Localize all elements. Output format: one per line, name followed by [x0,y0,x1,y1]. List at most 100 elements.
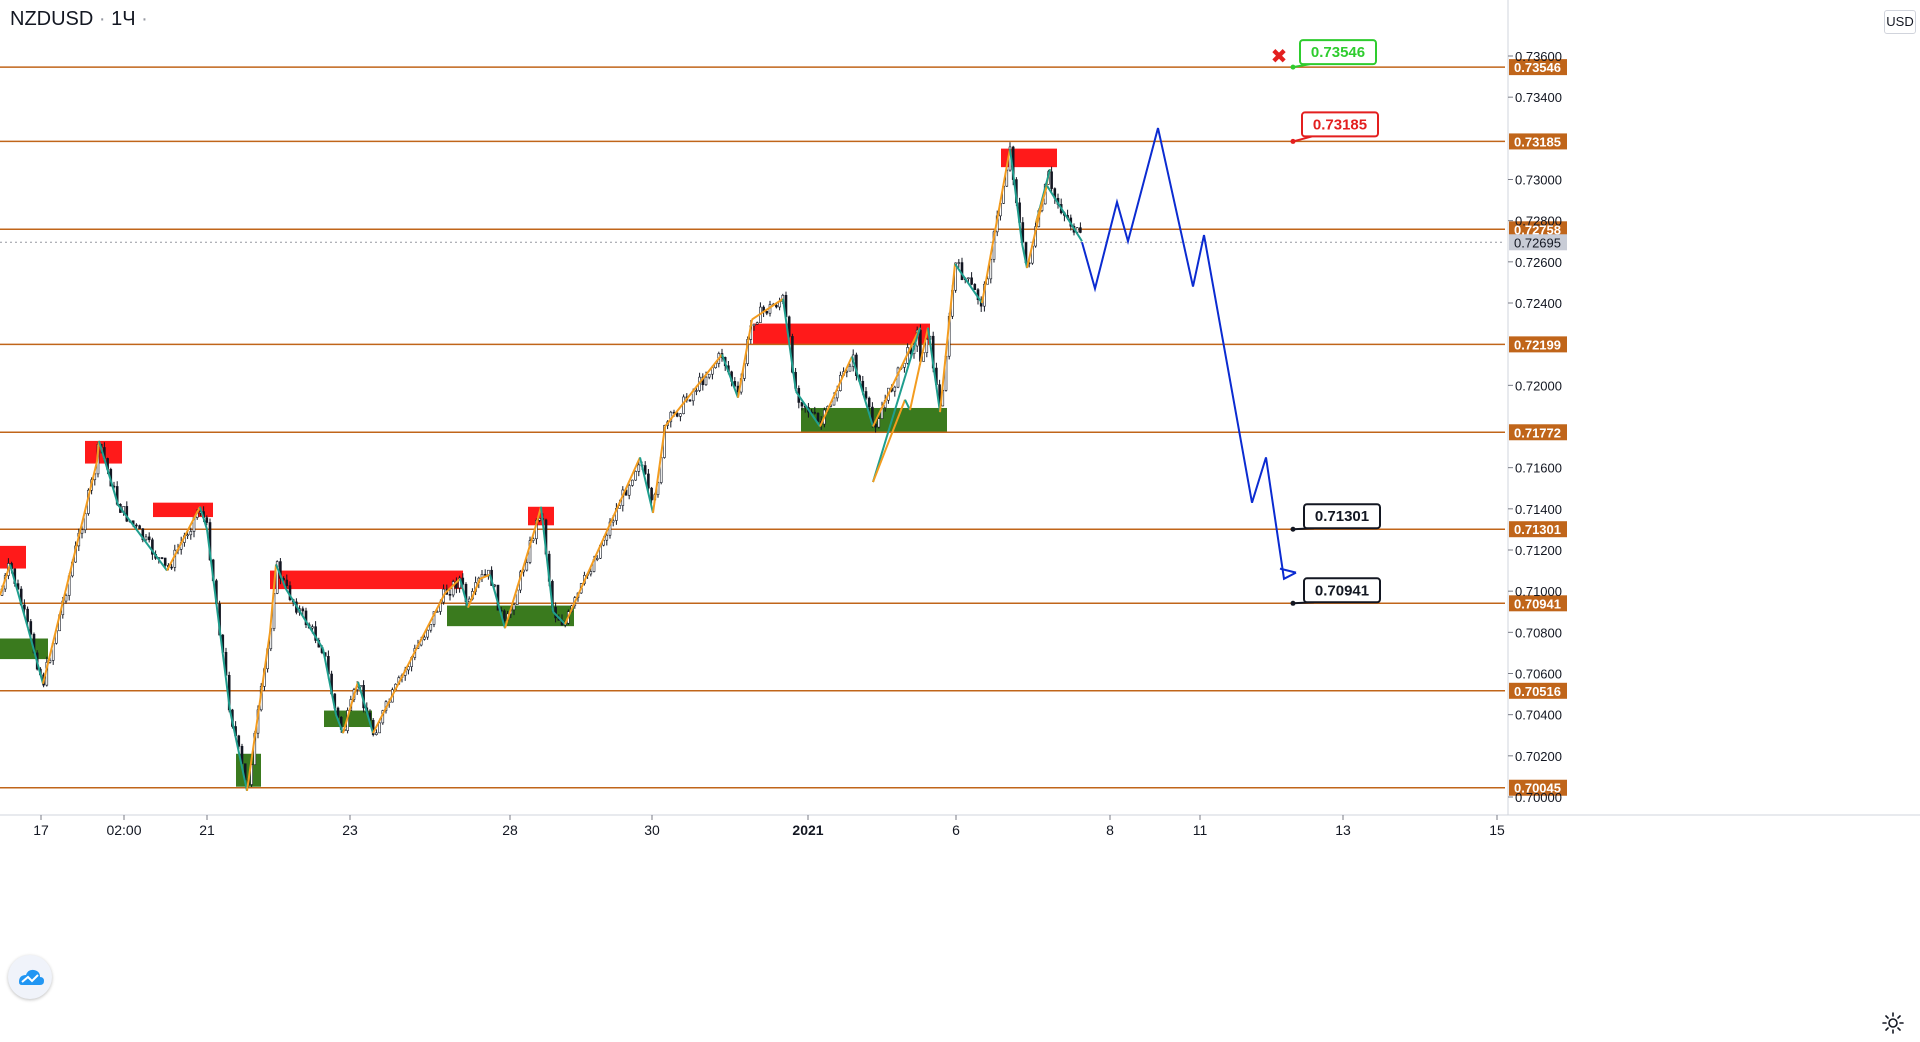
candle-body [26,608,29,622]
candle-body [631,479,634,486]
candle-body [800,402,804,407]
candle-body [634,471,637,481]
level-price-label: 0.70941 [1514,596,1561,611]
candle-body [675,412,679,417]
level-price-label: 0.72199 [1514,337,1561,352]
target-callout-label: 0.70941 [1315,582,1369,599]
candle-body [752,323,756,327]
level-price-badge [1509,424,1567,441]
candle-body [707,373,711,378]
price-tick-label: 0.72400 [1515,296,1562,311]
zigzag-up-segment [444,578,461,594]
currency-unit-badge[interactable]: USD [1884,10,1916,34]
candle-body [237,735,241,747]
price-tick-label: 0.71200 [1515,543,1562,558]
zigzag-down-segment [117,504,168,572]
price-tick-label: 0.70000 [1515,790,1562,805]
zigzag-down-segment [229,710,248,792]
zigzag-up-segment [981,148,1011,304]
supply-zone [270,570,463,590]
candle-body [538,517,541,521]
level-price-label: 0.71301 [1514,522,1561,537]
zigzag-down-segment [1046,185,1083,242]
candle-body [151,539,154,555]
time-tick-label: 13 [1335,822,1351,838]
zigzag-up-segment [1035,185,1048,224]
price-tick-label: 0.71600 [1515,461,1562,476]
candle-body [813,411,817,414]
level-price-label: 0.73185 [1514,134,1561,149]
cancelled-cross-icon: ✖ [1271,44,1288,68]
price-tick-label: 0.73400 [1515,90,1562,105]
legend-menu-dot[interactable]: · [141,8,148,30]
zigzag-down-segment [1009,148,1023,244]
candle-body [848,365,852,372]
target-anchor-dot [1290,64,1296,70]
zigzag-up-segment [269,564,277,633]
projection-layer [1081,127,1297,581]
candle-body [864,391,868,399]
zigzag-up-segment [872,399,906,483]
candle-body [970,277,973,285]
supply-zone [0,545,26,569]
candle-body [378,722,381,734]
level-price-badge [1509,521,1567,538]
candle-body [423,636,426,640]
projection-path[interactable] [1081,127,1297,581]
zigzag-up-segment [166,506,201,572]
candle-body [643,465,647,475]
zigzag-up-segment [342,681,359,734]
zigzag-up-segment [535,506,542,526]
zigzag-down-segment [721,354,739,399]
settings-gear-icon[interactable] [1880,1010,1906,1036]
symbol-legend[interactable]: NZDUSD · 1Ч · [10,8,148,31]
candle-body [205,517,209,523]
axis-layer[interactable]: 0.73546 0.73185 0.72758 0.72199 0.71772 0.713… [0,0,1920,838]
time-tick-label: 21 [199,822,215,838]
candle-body [163,557,167,566]
price-tick-label: 0.73000 [1515,173,1562,188]
level-price-badge [1509,221,1567,238]
zigzag-up-segment [372,660,411,734]
candle-body [279,561,282,579]
candle-body [448,594,452,596]
zigzag-up-segment [246,632,271,791]
time-tick-label: 6 [952,822,960,838]
candle-body [893,386,897,392]
target-callout-box[interactable] [1301,111,1379,138]
interval-label[interactable]: 1Ч [111,8,136,30]
zigzag-up-segment [737,319,753,398]
candle-body [429,624,433,631]
target-callout-box[interactable] [1303,503,1381,530]
zigzag-down-segment [206,529,231,711]
target-callout-box[interactable] [1299,39,1377,66]
price-tick-label: 0.70400 [1515,708,1562,723]
zigzag-down-segment [782,298,797,392]
candle-body [816,413,820,422]
levels-layer [0,66,1505,789]
level-price-label: 0.70045 [1514,781,1561,796]
current-price-badge [1509,234,1567,251]
zigzag-down-segment [795,390,821,428]
zigzag-down-segment [552,611,566,625]
level-price-label: 0.72758 [1514,222,1561,237]
zigzag-down-segment [322,648,337,715]
zigzag-up-segment [872,327,921,427]
candle-body [285,579,289,586]
time-tick-label: 02:00 [106,822,141,838]
current-price-label: 0.72695 [1514,235,1561,250]
candle-body [627,485,631,496]
target-callout-box[interactable] [1303,577,1381,604]
candle-body [695,390,698,392]
zigzag-down-segment [927,327,941,413]
level-price-badge [1509,59,1567,76]
time-tick-label: 11 [1193,822,1208,838]
candle-body [589,571,593,575]
tradingview-logo[interactable] [8,955,52,999]
candle-body [503,610,506,622]
candle-body [138,525,141,529]
zigzag-down-segment [872,327,921,483]
zigzag-up-segment [664,353,723,428]
symbol-name[interactable]: NZDUSD [10,8,94,30]
